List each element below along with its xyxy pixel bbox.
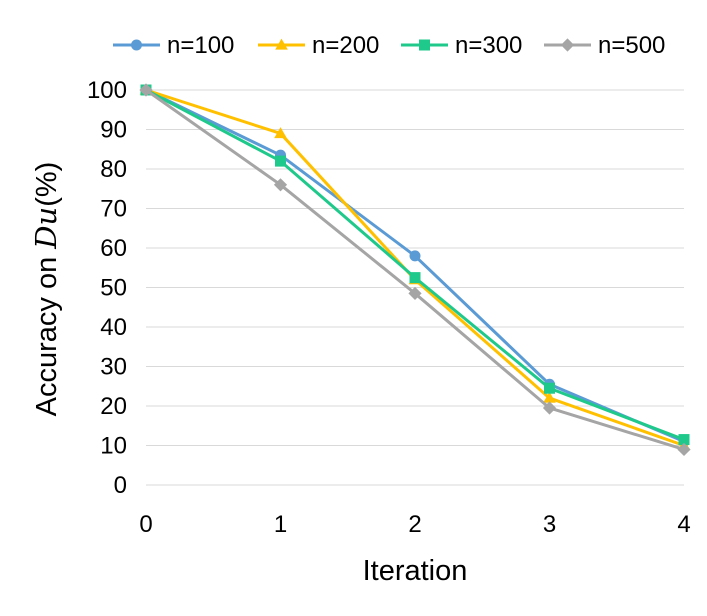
data-point: [273, 178, 288, 192]
y-axis-title-prefix: Accuracy on: [31, 249, 63, 417]
legend-item-n=300: n=300: [401, 32, 522, 59]
legend-label: n=500: [598, 32, 665, 59]
data-point: [543, 391, 556, 403]
x-tick-label: 3: [543, 511, 556, 538]
legend-label: n=200: [312, 32, 379, 59]
y-tick-label: 60: [100, 235, 127, 262]
data-point: [274, 127, 287, 139]
gridlines: [146, 89, 684, 446]
y-tick-label: 40: [100, 314, 127, 341]
legend-item-n=200: n=200: [258, 32, 379, 59]
legend-marker: [275, 38, 288, 50]
x-tick-label: 1: [274, 511, 287, 538]
series-group: [139, 83, 691, 457]
data-point: [678, 434, 690, 446]
y-tick-label: 20: [100, 393, 127, 420]
series-line: [145, 88, 685, 447]
series-line: [145, 88, 685, 451]
y-tick-label: 30: [100, 354, 127, 381]
series-n=100: [140, 84, 690, 448]
legend: n=100 n=200 n=300 n=500: [113, 32, 665, 59]
y-axis-title-dataset: Du: [29, 207, 63, 250]
series-line: [145, 88, 685, 443]
axes: 0 10 20 30 40 50 60 70 80 90 100 0 1 2 3 4: [87, 77, 691, 538]
series-line: [145, 88, 685, 441]
legend-marker: [560, 38, 575, 52]
data-point: [409, 250, 421, 262]
legend-item-n=100: n=100: [113, 32, 234, 59]
y-tick-label: 100: [87, 77, 127, 104]
y-tick-label: 90: [100, 117, 127, 144]
series-n=300: [140, 84, 690, 446]
y-tick-label: 0: [114, 472, 127, 499]
legend-label: n=100: [167, 32, 234, 59]
data-point: [409, 272, 421, 284]
y-tick-label: 80: [100, 156, 127, 183]
x-tick-label: 4: [677, 511, 690, 538]
legend-label: n=300: [455, 32, 522, 59]
data-point: [139, 83, 153, 97]
data-point: [544, 382, 555, 394]
data-point: [542, 401, 557, 415]
series-n=500: [139, 83, 691, 457]
y-tick-label: 10: [100, 433, 127, 460]
data-point: [677, 442, 691, 457]
y-axis-title-suffix: (%): [31, 162, 63, 207]
y-axis-title: Accuracy on Du(%): [29, 162, 63, 417]
series-n=200: [139, 83, 691, 451]
legend-item-n=500: n=500: [544, 32, 665, 59]
data-point: [408, 286, 422, 301]
x-axis-title: Iteration: [363, 555, 468, 587]
legend-marker: [419, 39, 430, 51]
data-point: [275, 155, 286, 167]
y-tick-label: 70: [100, 196, 127, 223]
x-tick-label: 2: [408, 511, 421, 538]
legend-marker: [131, 39, 142, 51]
y-tick-label: 50: [100, 275, 127, 302]
x-tick-label: 0: [139, 511, 152, 538]
